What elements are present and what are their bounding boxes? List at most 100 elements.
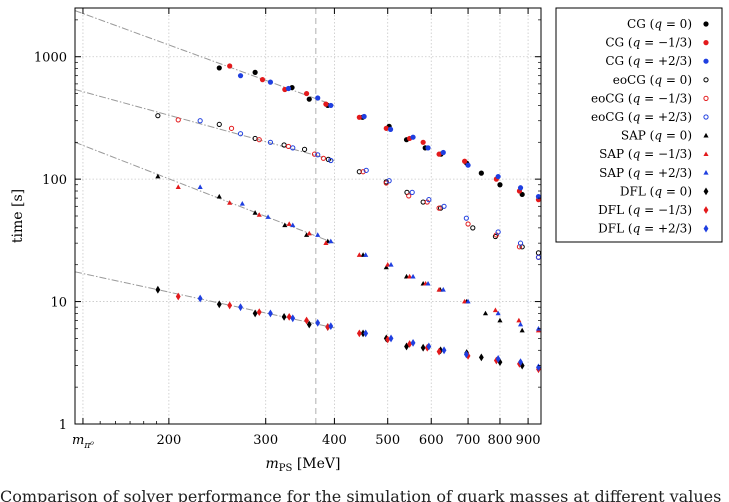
legend-label: CG (q = +2/3) [605,54,692,68]
data-point [495,229,501,235]
data-point [536,363,541,372]
data-point [328,238,334,244]
data-point [237,73,244,79]
data-point [290,145,296,151]
chart: mπ⁰ 200 300 400 500 600 700 800 900 1 10 100 1000 mP… [10,7,723,474]
data-point [328,322,334,331]
data-point [256,137,262,143]
data-point [228,125,235,131]
data-point [290,314,296,323]
data-point [238,303,243,312]
data-point [315,318,321,327]
x-tick-label: 300 [253,433,278,448]
data-point [383,125,389,131]
legend-marker [703,40,709,46]
data-point [497,358,503,367]
data-point [216,193,222,199]
legend-entry: eoCG (q = −1/3) [591,91,709,105]
legend-entry: SAP (q = 0) [621,129,709,143]
legend-label: DFL (q = −1/3) [598,203,692,217]
data-point [281,142,287,148]
data-point [267,139,274,145]
data-point [517,185,524,191]
data-point [426,197,432,203]
data-point [252,309,258,318]
legend-marker [703,95,709,102]
data-point [259,77,266,83]
data-point [463,350,469,359]
data-point [268,309,273,318]
data-point [436,151,442,157]
data-point [519,327,525,333]
axes: mπ⁰ 200 300 400 500 600 700 800 900 1 10 100 1000 [34,8,541,451]
data-point [306,230,312,236]
data-point [516,317,522,323]
legend-entry: CG (q = 0) [627,17,709,31]
data-point [323,240,329,246]
data-point [463,215,469,221]
data-point [267,79,274,85]
data-point [436,205,442,211]
data-point [497,317,503,323]
data-point [425,145,431,151]
data-point [388,261,394,267]
legend: CG (q = 0) CG (q = −1/3) CG (q = +2/3) eoCG… [555,7,723,243]
data-point [409,189,415,195]
legend-marker [703,206,709,214]
data-point [315,232,321,237]
x-tick-label: 200 [156,433,181,448]
legend-entry: DFL (q = −1/3) [598,203,709,217]
x-tick-label: 700 [456,433,481,448]
data-point [363,167,369,173]
x-tick-label: 500 [375,433,400,448]
data-point [328,102,334,109]
data-point [518,358,523,367]
data-point [462,298,468,304]
data-point [535,254,542,260]
legend-label: SAP (q = −1/3) [599,147,692,161]
data-point [465,351,471,360]
y-tick-label: 1000 [34,51,67,66]
data-point [311,151,318,157]
data-point [328,157,334,164]
legend-marker [703,114,709,120]
data-point [436,347,442,356]
legend-entry: CG (q = +2/3) [605,54,709,68]
data-point [282,222,288,228]
data-point [420,343,426,352]
data-point [197,294,203,303]
data-point [462,158,468,164]
data-point [495,173,501,180]
legend-entry: SAP (q = +2/3) [599,166,709,180]
legend-box [555,7,723,243]
x-tick-label: 800 [488,433,513,448]
legend-marker [703,77,709,83]
data-point [216,121,222,128]
data-point [410,338,416,347]
data-point [465,221,471,227]
data-point [410,134,416,140]
data-point [286,312,292,321]
data-point [388,334,394,343]
plot-frame [74,7,542,425]
data-point [216,300,222,309]
data-point [227,63,233,69]
legend-entry: eoCG (q = 0) [613,73,709,87]
data-point [383,264,389,270]
data-point [227,200,233,205]
data-point [497,182,503,188]
data-point [306,320,312,329]
data-point [385,335,391,344]
legend-marker [703,151,709,157]
data-point [482,310,489,316]
data-point [426,342,432,351]
data-point [410,273,416,279]
x-tick-label: 900 [516,433,541,448]
y-axis-title: time [s] [10,189,26,243]
data-point [495,355,501,363]
data-point [306,96,312,102]
data-point [517,240,524,246]
data-point [363,329,369,338]
data-point [320,155,327,161]
x-tick-label: 600 [419,433,444,448]
